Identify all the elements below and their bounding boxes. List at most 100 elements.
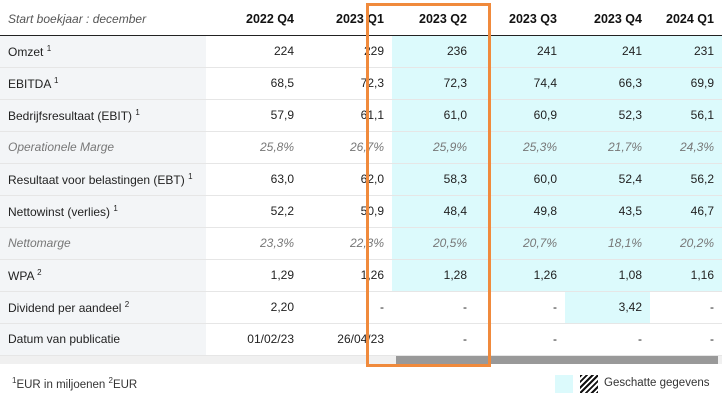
table-row: Resultaat voor belastingen (EBT) 1 63,0 62… — [0, 163, 722, 196]
table-cell: 52,3 — [565, 99, 650, 132]
table-cell: 69,9 — [650, 67, 722, 100]
table-cell: - — [475, 323, 565, 356]
row-label-text: Nettowinst (verlies) — [8, 204, 111, 219]
table-cell: - — [392, 323, 475, 356]
table-row: WPA 2 1,29 1,26 1,28 1,26 1,08 1,16 — [0, 259, 722, 292]
row-label-text: WPA — [8, 268, 34, 283]
footnote-marker: 1 — [54, 75, 59, 85]
table-cell: 26,7% — [302, 131, 392, 164]
table-cell: 60,0 — [475, 163, 565, 196]
row-label: Bedrijfsresultaat (EBIT) 1 — [0, 99, 206, 132]
row-label-text: Operationele Marge — [8, 140, 115, 154]
footnote-marker: 2 — [108, 376, 113, 385]
table-cell: 56,2 — [650, 163, 722, 196]
table-cell: - — [475, 291, 565, 324]
table-cell: 52,4 — [565, 163, 650, 196]
table-row: Datum van publicatie 01/02/23 26/04/23- - - - — [0, 323, 722, 356]
horizontal-scrollbar-thumb[interactable] — [396, 356, 718, 364]
table-cell: 58,3 — [392, 163, 475, 196]
table-cell: 1,28 — [392, 259, 475, 292]
table-cell: 1,29 — [206, 259, 302, 292]
column-header: 2023 Q2 — [392, 3, 475, 36]
estimate-legend-swatch — [555, 375, 573, 393]
footnote-marker: 1 — [46, 43, 52, 53]
table-cell: - — [392, 291, 475, 324]
column-header: 2024 Q1 — [650, 3, 722, 36]
row-label: Resultaat voor belastingen (EBT) 1 — [0, 163, 206, 196]
row-label-text: Resultaat voor belastingen (EBT) — [8, 172, 185, 187]
horizontal-scroll-track[interactable] — [0, 356, 722, 364]
table-cell: 46,7 — [650, 195, 722, 228]
row-label: Nettowinst (verlies) 1 — [0, 195, 206, 228]
footnote-text: EUR in miljoenen — [16, 378, 109, 391]
column-header: 2023 Q3 — [475, 3, 565, 36]
table-cell: 60,9 — [475, 99, 565, 132]
table-cell: 20,2% — [650, 227, 722, 260]
table-cell: 1,16 — [650, 259, 722, 292]
hatched-legend-icon — [580, 375, 598, 393]
table-cell: 61,0 — [392, 99, 475, 132]
table-cell: 25,9% — [392, 131, 475, 164]
fiscal-year-start-label: Start boekjaar : december — [0, 3, 206, 36]
table-cell: 231 — [650, 35, 722, 68]
table-cell: 2,20 — [206, 291, 302, 324]
footnote-marker: 1 — [12, 376, 17, 385]
column-header: 2023 Q4 — [565, 3, 650, 36]
table-cell: 52,2 — [206, 195, 302, 228]
table-cell: 57,9 — [206, 99, 302, 132]
table-cell: 20,5% — [392, 227, 475, 260]
row-label-text: Dividend per aandeel — [8, 300, 122, 315]
legend-label: Geschatte gegevens — [604, 377, 710, 389]
row-label: Datum van publicatie — [0, 323, 206, 356]
table-cell: 63,0 — [206, 163, 302, 196]
table-cell: - — [565, 323, 650, 356]
table-row: Nettowinst (verlies) 1 52,2 50,9 48,4 49,8 43… — [0, 195, 722, 228]
footnote-marker: 1 — [188, 171, 193, 181]
footnote-text: EUR — [112, 378, 138, 391]
footnote-marker: 1 — [135, 107, 140, 117]
table-cell: 25,8% — [206, 131, 302, 164]
table-row: Nettomarge 23,3% 22,3% 20,5% 20,7% 18,1% 20,2% — [0, 227, 722, 260]
table-cell: 241 — [475, 35, 565, 68]
table-cell: 74,4 — [475, 67, 565, 100]
table-cell: 48,4 — [392, 195, 475, 228]
table-cell: 1,08 — [565, 259, 650, 292]
table-cell: 236 — [392, 35, 475, 68]
financial-table: Start boekjaar : december 2022 Q4 2023 Q… — [0, 3, 722, 356]
table-cell: 18,1% — [565, 227, 650, 260]
row-label-text: Datum van publicatie — [8, 332, 121, 346]
table-cell: - — [302, 291, 392, 324]
table-cell: 56,1 — [650, 99, 722, 132]
table-cell: 43,5 — [565, 195, 650, 228]
footnote: 1EUR in miljoenen 2EUR — [12, 376, 137, 391]
table-cell: 21,7% — [565, 131, 650, 164]
table-row: Operationele Marge 25,8% 26,7% 25,9% 25,3% 21… — [0, 131, 722, 164]
footnote-marker: 2 — [124, 299, 130, 309]
table-cell: 23,3% — [206, 227, 302, 260]
row-label: Omzet 1 — [0, 35, 206, 68]
row-label: EBITDA 1 — [0, 67, 206, 100]
table-cell: 229 — [302, 35, 392, 68]
row-label: Operationele Marge — [0, 131, 206, 164]
row-label-text: Nettomarge — [8, 236, 71, 250]
table-row: Omzet 1 224 229 236 241 241 231 — [0, 35, 722, 68]
table-footer: 1EUR in miljoenen 2EUR Geschatte gegeven… — [0, 370, 722, 400]
table-row: EBITDA 1 68,5 72,3 72,3 74,4 66,3 69,9 — [0, 67, 722, 100]
table-cell: 68,5 — [206, 67, 302, 100]
table-cell: 66,3 — [565, 67, 650, 100]
table-row: Dividend per aandeel 2 2,20- - -3,42- — [0, 291, 722, 324]
table-header-row: Start boekjaar : december 2022 Q4 2023 Q… — [0, 3, 722, 36]
row-label-text: Omzet — [8, 44, 44, 59]
row-label-text: Bedrijfsresultaat (EBIT) — [8, 108, 133, 123]
table-cell: 61,1 — [302, 99, 392, 132]
table-cell: 22,3% — [302, 227, 392, 260]
table-cell: 62,0 — [302, 163, 392, 196]
table-cell: 224 — [206, 35, 302, 68]
table-cell: 1,26 — [475, 259, 565, 292]
row-label-text: EBITDA — [8, 76, 51, 91]
column-header: 2022 Q4 — [206, 3, 302, 36]
row-label: Nettomarge — [0, 227, 206, 260]
table-cell: 01/02/23 — [206, 323, 302, 356]
table-cell: - — [650, 323, 722, 356]
